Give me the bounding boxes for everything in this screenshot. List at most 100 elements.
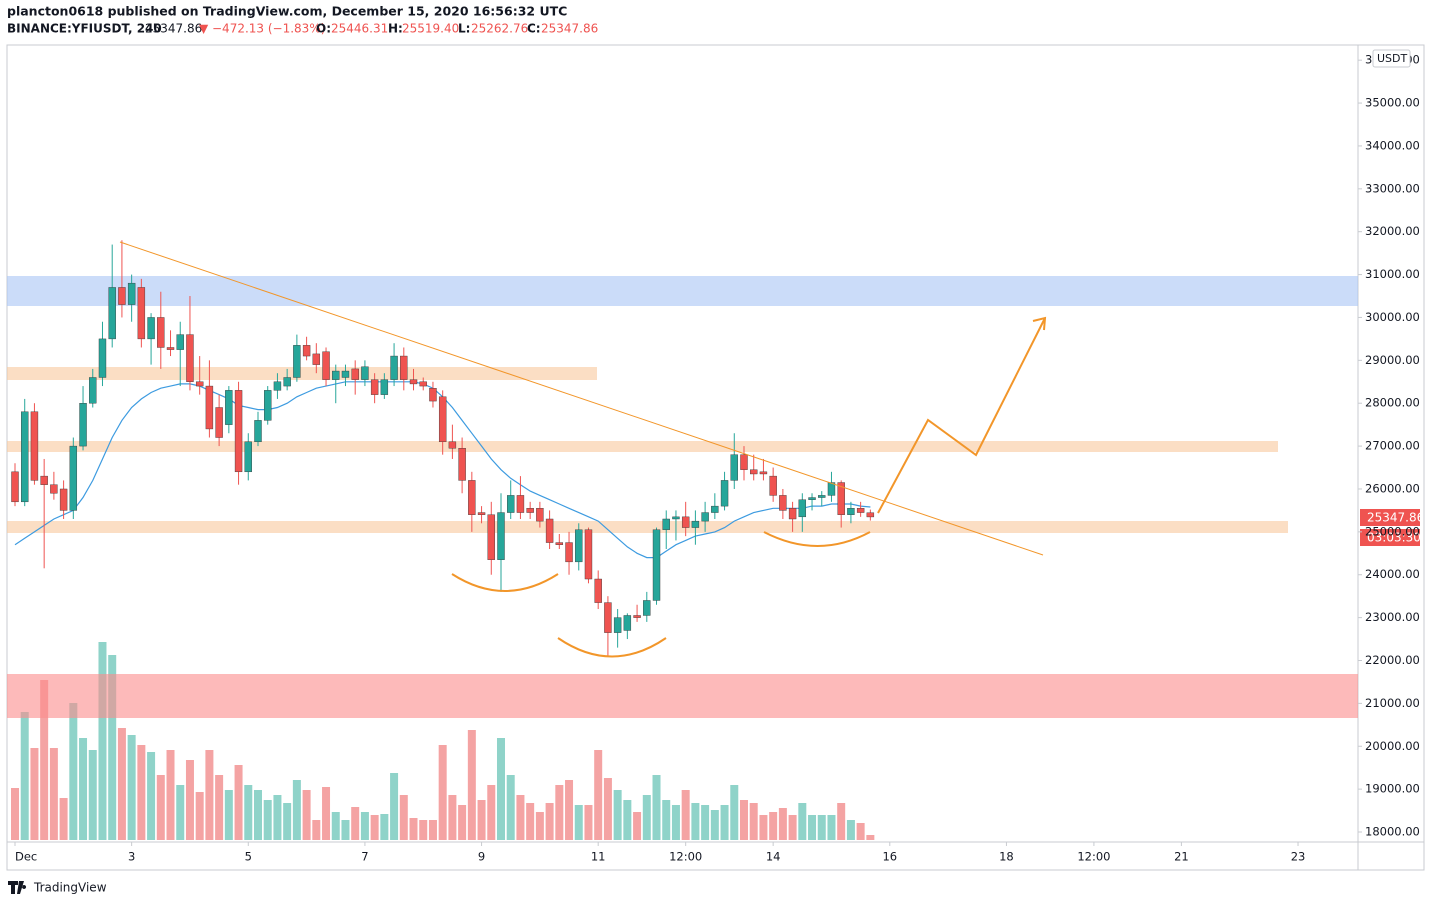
x-tick-label: 11 [591, 850, 606, 864]
candle-body [244, 441, 252, 473]
arc [557, 637, 667, 658]
y-tick-label: 34000.00 [1365, 138, 1420, 152]
candle-body [497, 512, 505, 560]
volume-bar [652, 775, 661, 840]
volume-bar [79, 738, 88, 840]
candle-body [108, 287, 116, 340]
candle-body [69, 445, 78, 511]
candle-body [118, 287, 126, 305]
y-tick-label: 32000.00 [1365, 224, 1420, 238]
volume-bar [399, 795, 408, 840]
candle-body [468, 480, 476, 515]
candle-body [594, 578, 602, 603]
candle-body [50, 484, 58, 494]
y-tick-label: 23000.00 [1365, 610, 1420, 624]
candle-body [818, 495, 826, 498]
volume-bar [360, 812, 369, 840]
volume-bar [798, 803, 807, 840]
volume-bar [69, 703, 78, 840]
volume-bar [710, 810, 719, 840]
x-tick-label: 7 [361, 850, 368, 864]
volume-bar [467, 730, 476, 840]
volume-bar [477, 800, 486, 840]
volume-bar [108, 655, 117, 840]
high-label: H: [388, 22, 403, 36]
volume-bar [788, 815, 797, 840]
y-tick-label: 22000.00 [1365, 653, 1420, 667]
candle-body [575, 529, 583, 563]
candle-body [711, 505, 719, 513]
candle-body [361, 366, 369, 380]
volume-bar [351, 807, 360, 840]
volume-bar [156, 775, 165, 840]
volume-bar [224, 790, 233, 840]
y-tick-label: 29000.00 [1365, 353, 1420, 367]
volume-bar [49, 748, 58, 840]
volume-bar [584, 805, 593, 840]
volume-bar [633, 812, 642, 840]
volume-bar [331, 812, 340, 840]
volume-bar [185, 760, 194, 840]
candle-body [652, 529, 661, 601]
volume-bar [205, 750, 214, 840]
y-tick-label: 33000.00 [1365, 181, 1420, 195]
volume-bar [234, 765, 243, 840]
drawings [119, 241, 1047, 658]
candle-body [215, 407, 223, 438]
candle-body [390, 355, 398, 380]
candle-body [234, 390, 243, 473]
volume-bar [739, 800, 748, 840]
candle-body [633, 615, 641, 618]
chart-frame [6, 44, 1425, 871]
volume-bar [215, 775, 224, 840]
x-tick-label: 16 [882, 850, 897, 864]
volume-bar [837, 803, 846, 840]
high: 25519.40 [402, 22, 459, 36]
x-tick-label: 12:00 [1077, 850, 1110, 864]
trend-line [119, 241, 1044, 556]
candle-body [584, 529, 593, 580]
volume-bar [691, 803, 700, 840]
volume-bar [244, 785, 253, 840]
volume-bar [769, 812, 778, 840]
volume-bar [263, 800, 272, 840]
candle-body [332, 370, 340, 380]
volume-bar [565, 780, 574, 840]
candle-body [555, 542, 564, 545]
volume-bar [302, 790, 311, 840]
candle-body [186, 334, 194, 382]
volume-bar [438, 745, 447, 840]
x-tick-label: 14 [766, 850, 781, 864]
candle-body [808, 497, 816, 500]
arc [451, 573, 559, 592]
volume-bar [487, 785, 496, 840]
candle-body [409, 379, 418, 385]
candle-body [788, 508, 797, 520]
resistance-zone [7, 276, 1358, 306]
currency-box [1372, 49, 1411, 68]
candle-body [740, 454, 748, 470]
volume-bar [98, 642, 107, 840]
volume-bar [808, 815, 817, 840]
y-tick-label: 28000.00 [1365, 396, 1420, 410]
volume-bar [749, 803, 758, 840]
candle-body [866, 512, 875, 518]
volume-bar [555, 785, 564, 840]
volume-bar [458, 805, 467, 840]
volume-bar [11, 788, 19, 840]
candle-body [283, 377, 291, 387]
volume-bar [642, 795, 651, 840]
candle-body [779, 495, 787, 511]
candle-body [565, 542, 573, 563]
volume-bar [759, 815, 768, 840]
volume-bar [720, 805, 729, 840]
volume-bar [827, 815, 836, 840]
candle-body [380, 379, 389, 395]
low: 25262.76 [471, 22, 528, 36]
close-label: C: [527, 22, 541, 36]
volume-bar [341, 820, 350, 840]
volume-bar [526, 803, 535, 840]
candle-body [613, 617, 622, 633]
candle-body [643, 600, 651, 616]
